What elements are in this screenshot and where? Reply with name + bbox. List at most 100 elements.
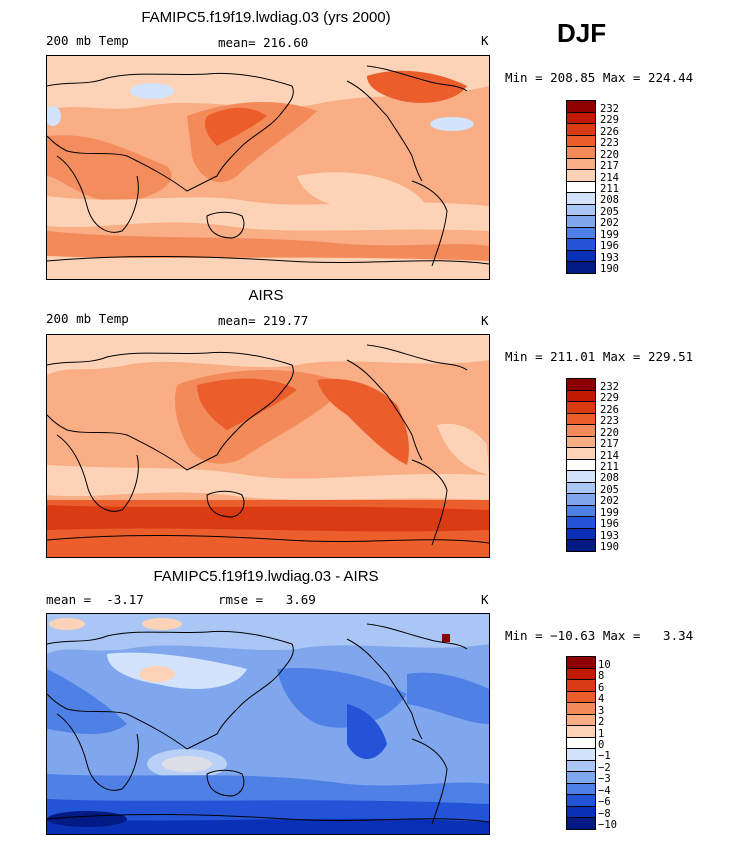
panel1-colorbar — [566, 100, 596, 274]
panel3-colorbar-label: −10 — [598, 819, 617, 831]
panel3-colorbar-swatch — [567, 680, 595, 692]
panel3-rmse-label: rmse = 3.69 — [218, 592, 316, 607]
panel1-colorbar-label: 211 — [600, 183, 619, 195]
panel2-colorbar-swatch — [567, 448, 595, 460]
panel3-map-canvas — [47, 614, 489, 834]
panel3-colorbar-label: −3 — [598, 773, 611, 785]
panel1-colorbar-label: 220 — [600, 149, 619, 161]
panel2-colorbar-label: 199 — [600, 507, 619, 519]
panel1-colorbar-label: 208 — [600, 194, 619, 206]
panel1-colorbar-swatch — [567, 112, 595, 125]
panel1-colorbar-swatch — [567, 147, 595, 159]
panel2-units-label: K — [481, 313, 489, 328]
panel3-colorbar-label: 8 — [598, 670, 605, 682]
panel3-colorbar-swatch — [567, 691, 595, 704]
panel2-colorbar-label: 202 — [600, 495, 619, 507]
panel3-colorbar-swatch — [567, 737, 595, 750]
panel1-units-label: K — [481, 33, 489, 48]
panel1-colorbar-label: 202 — [600, 217, 619, 229]
panel1-colorbar-label: 190 — [600, 263, 619, 275]
panel2-colorbar-swatch — [567, 494, 595, 506]
panel3-colorbar-label: 4 — [598, 693, 605, 705]
panel2-map — [46, 334, 490, 558]
panel2-colorbar-label: 229 — [600, 392, 619, 404]
season-label: DJF — [557, 18, 607, 48]
panel3-colorbar-label: −8 — [598, 808, 611, 820]
panel2-colorbar-swatch — [567, 482, 595, 495]
panel2-colorbar-label: 196 — [600, 518, 619, 530]
panel1-variable-label: 200 mb Temp — [46, 33, 129, 48]
panel1-title: FAMIPC5.f19f19.lwdiag.03 (yrs 2000) — [141, 9, 391, 26]
panel2-variable-label: 200 mb Temp — [46, 311, 129, 326]
panel2-mean-label: mean= 219.77 — [218, 313, 309, 328]
panel2-colorbar-swatch — [567, 390, 595, 403]
panel2-colorbar-label: 214 — [600, 450, 619, 462]
panel3-colorbar-swatch — [567, 760, 595, 773]
panel2-colorbar-swatch — [567, 471, 595, 483]
panel3-map — [46, 613, 490, 835]
panel2-colorbar-swatch — [567, 402, 595, 414]
panel2-colorbar-swatch — [567, 528, 595, 541]
panel3-colorbar-label: −6 — [598, 796, 611, 808]
panel2-colorbar-label: 190 — [600, 541, 619, 553]
panel1-colorbar-label: 229 — [600, 114, 619, 126]
panel2-map-canvas — [47, 335, 489, 557]
panel1-colorbar-label: 199 — [600, 229, 619, 241]
panel1-colorbar-label: 232 — [600, 103, 619, 115]
panel2-colorbar-swatch — [567, 505, 595, 518]
panel2-colorbar-swatch — [567, 436, 595, 449]
panel3-colorbar-swatch — [567, 749, 595, 761]
panel1-colorbar-swatch — [567, 239, 595, 251]
panel2-colorbar-swatch — [567, 459, 595, 472]
panel3-colorbar — [566, 656, 596, 830]
panel1-colorbar-swatch — [567, 193, 595, 205]
panel3-colorbar-swatch — [567, 703, 595, 715]
panel2-colorbar-swatch — [567, 540, 595, 551]
panel1-mean-label: mean= 216.60 — [218, 35, 309, 50]
panel3-colorbar-label: 2 — [598, 716, 605, 728]
panel3-colorbar-label: 0 — [598, 739, 605, 751]
panel1-colorbar-swatch — [567, 135, 595, 148]
panel2-colorbar-label: 226 — [600, 404, 619, 416]
panel2-colorbar-label: 232 — [600, 381, 619, 393]
panel1-colorbar-label: 214 — [600, 172, 619, 184]
panel3-colorbar-label: −4 — [598, 785, 611, 797]
panel3-colorbar-label: 10 — [598, 659, 611, 671]
panel1-map-canvas — [47, 56, 489, 279]
panel3-units-label: K — [481, 592, 489, 607]
panel2-colorbar-swatch — [567, 413, 595, 426]
panel2-colorbar-label: 217 — [600, 438, 619, 450]
panel3-colorbar-label: −1 — [598, 750, 611, 762]
panel3-title: FAMIPC5.f19f19.lwdiag.03 - AIRS — [153, 568, 379, 585]
panel2-minmax-label: Min = 211.01 Max = 229.51 — [505, 349, 694, 364]
panel1-colorbar-label: 196 — [600, 240, 619, 252]
panel3-colorbar-label: −2 — [598, 762, 611, 774]
panel3-colorbar-swatch — [567, 668, 595, 681]
panel2-colorbar-label: 205 — [600, 484, 619, 496]
panel3-mean-label: mean = -3.17 — [46, 592, 144, 607]
panel2-colorbar-swatch — [567, 425, 595, 437]
panel1-colorbar-label: 205 — [600, 206, 619, 218]
panel2-title: AIRS — [248, 287, 284, 304]
panel1-colorbar-swatch — [567, 250, 595, 263]
panel1-colorbar-swatch — [567, 262, 595, 273]
panel1-colorbar-swatch — [567, 101, 595, 113]
panel2-colorbar-label: 208 — [600, 472, 619, 484]
panel3-colorbar-swatch — [567, 806, 595, 819]
panel2-colorbar-label: 223 — [600, 415, 619, 427]
panel3-colorbar-swatch — [567, 772, 595, 784]
panel3-minmax-label: Min = −10.63 Max = 3.34 — [505, 628, 694, 643]
panel1-colorbar-swatch — [567, 227, 595, 240]
panel2-colorbar-swatch — [567, 517, 595, 529]
panel1-colorbar-swatch — [567, 204, 595, 217]
panel2-colorbar-label: 220 — [600, 427, 619, 439]
panel1-colorbar-swatch — [567, 216, 595, 228]
panel1-colorbar-swatch — [567, 170, 595, 182]
panel1-colorbar-swatch — [567, 181, 595, 194]
panel1-map — [46, 55, 490, 280]
panel1-minmax-label: Min = 208.85 Max = 224.44 — [505, 70, 694, 85]
panel3-colorbar-swatch — [567, 795, 595, 807]
panel2-colorbar-label: 211 — [600, 461, 619, 473]
panel2-colorbar-swatch — [567, 379, 595, 391]
panel1-colorbar-swatch — [567, 158, 595, 171]
